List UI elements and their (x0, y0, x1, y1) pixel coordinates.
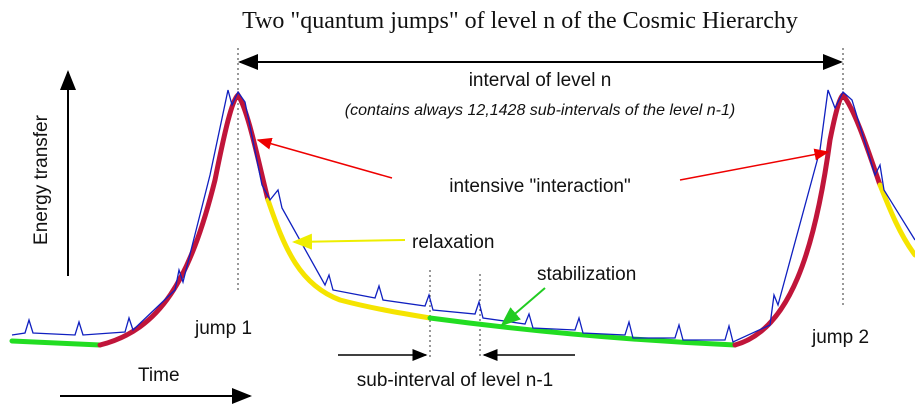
jump-label: jump 2 (811, 327, 869, 348)
time-label: Time (138, 365, 180, 386)
jump-label: jump 1 (194, 318, 252, 339)
energy-label: Energy transfer (31, 114, 52, 245)
interaction-arrow (256, 137, 393, 179)
relaxation-arrow (292, 233, 406, 250)
interval-note: (contains always 12,1428 sub-intervals o… (345, 102, 735, 119)
interaction-arrow (679, 148, 830, 181)
interaction-label: intensive "interaction" (449, 176, 630, 197)
sub-interval-label: sub-interval of level n-1 (357, 370, 553, 391)
guides (237, 48, 844, 358)
energy-trace (11, 89, 915, 343)
interval-label: interval of level n (469, 70, 612, 91)
stabilization-label: stabilization (537, 264, 636, 285)
relaxation-label: relaxation (412, 232, 494, 253)
energy-curve (9, 91, 915, 348)
title: Two "quantum jumps" of level n of the Co… (242, 8, 798, 34)
stabilization-arrow (500, 287, 546, 327)
